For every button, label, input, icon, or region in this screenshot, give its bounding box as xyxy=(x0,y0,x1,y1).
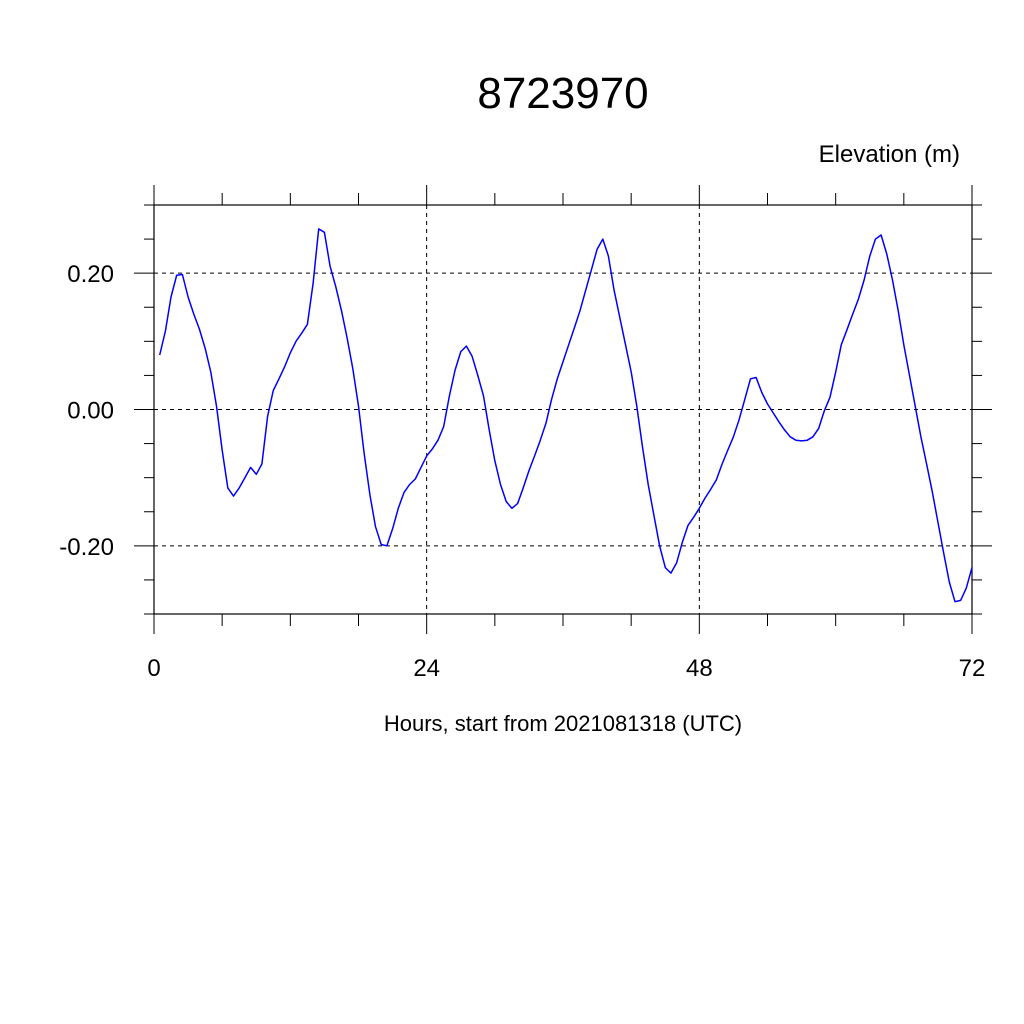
elevation-series-line xyxy=(158,228,973,603)
plot-frame xyxy=(153,204,973,615)
grid-lines xyxy=(154,205,972,614)
y-tick-label: -0.20 xyxy=(59,534,114,561)
elevation-label: Elevation (m) xyxy=(819,141,960,168)
x-tick-label: 24 xyxy=(413,655,440,682)
tick-labels: 0 24 48 72 -0.20 0.00 0.20 xyxy=(59,261,985,682)
axis-ticks xyxy=(134,185,992,634)
chart-title: 8723970 xyxy=(477,69,648,118)
y-tick-label: 0.00 xyxy=(67,398,114,425)
plot-border xyxy=(153,204,973,615)
y-tick-label: 0.20 xyxy=(67,261,114,288)
x-tick-label: 48 xyxy=(686,655,713,682)
x-axis-label: Hours, start from 2021081318 (UTC) xyxy=(384,711,742,736)
x-tick-label: 72 xyxy=(959,655,986,682)
x-tick-label: 0 xyxy=(147,655,160,682)
series-group xyxy=(158,228,973,603)
